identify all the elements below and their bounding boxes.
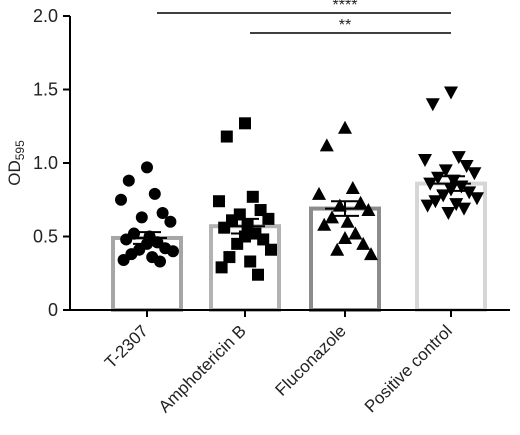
data-point [312, 186, 326, 200]
y-tick-label: 1.0 [33, 153, 58, 173]
data-point [213, 195, 225, 208]
data-point [356, 236, 371, 250]
error-bar [325, 200, 365, 217]
data-point [348, 226, 363, 240]
data-point [436, 189, 451, 203]
data-point [262, 212, 275, 225]
y-tick-label: 1.5 [33, 80, 58, 100]
x-tick-label: Positive control [361, 321, 456, 416]
significance-bracket: ** [250, 17, 451, 34]
data-point [252, 268, 264, 281]
significance-label: ** [339, 17, 351, 34]
y-tick-label: 2.0 [33, 6, 58, 26]
y-tick-label: 0 [48, 300, 58, 320]
error-bar [127, 231, 167, 245]
data-point [120, 233, 133, 246]
data-point [122, 174, 135, 187]
data-point [215, 261, 228, 274]
data-point [457, 202, 471, 216]
data-point [317, 217, 332, 231]
data-point [117, 254, 130, 267]
data-point [115, 193, 127, 206]
data-point [244, 255, 257, 268]
data-point [431, 171, 445, 185]
data-point [444, 86, 458, 100]
data-point [361, 203, 376, 217]
data-point [340, 214, 355, 228]
y-axis-title: OD595 [5, 140, 27, 186]
error-bar [431, 175, 471, 192]
data-point [425, 98, 440, 112]
data-point [156, 206, 169, 219]
data-point [330, 242, 345, 256]
data-point [364, 247, 378, 261]
data-point [141, 161, 153, 174]
x-tick-label: Amphotericin B [155, 321, 250, 416]
y-tick-label: 0.5 [33, 227, 58, 247]
data-point [148, 187, 161, 200]
data-point [345, 180, 360, 194]
data-point [353, 195, 368, 209]
data-point [462, 186, 477, 200]
data-point [449, 198, 464, 212]
data-point [418, 154, 432, 168]
data-point [167, 245, 179, 258]
data-point [319, 138, 334, 152]
data-point [220, 130, 233, 143]
data-point [218, 221, 231, 234]
data-point [265, 243, 277, 256]
data-point [338, 230, 352, 244]
data-point [164, 215, 177, 228]
significance-label: **** [333, 0, 358, 14]
x-tick-label: T-2307 [101, 321, 152, 372]
data-point [428, 195, 443, 209]
data-point [423, 177, 438, 191]
data-point [239, 117, 251, 130]
data-point [438, 164, 453, 178]
data-point [470, 192, 484, 206]
error-bar [225, 217, 265, 235]
data-point [135, 211, 148, 224]
significance-bracket: **** [157, 0, 451, 14]
x-tick-label: Fluconazole [272, 321, 350, 399]
data-point [451, 151, 466, 165]
data-point [441, 206, 456, 220]
data-point [459, 159, 474, 173]
data-point [338, 120, 352, 134]
data-point [257, 233, 270, 246]
data-point [246, 190, 259, 203]
data-point [223, 251, 236, 264]
data-point [154, 255, 166, 268]
data-point [231, 237, 244, 250]
data-point [467, 167, 482, 181]
data-point [420, 199, 435, 213]
